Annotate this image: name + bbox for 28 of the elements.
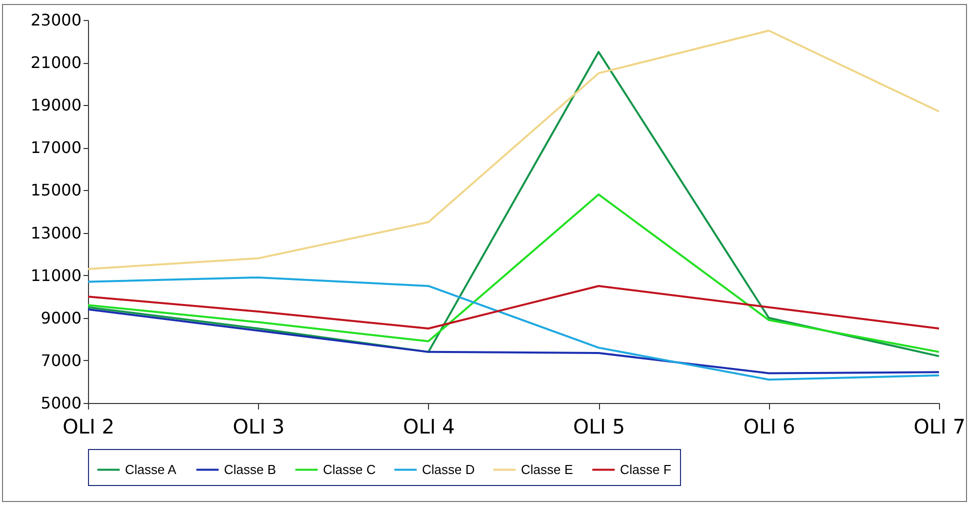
legend-label: Classe A [125, 462, 177, 477]
y-tick-label: 13000 [30, 223, 82, 242]
y-tick-label: 7000 [40, 350, 82, 370]
y-tick-label: 15000 [30, 180, 82, 200]
y-tick-label: 21000 [30, 53, 82, 72]
line-series [87, 193, 940, 353]
legend-label: Classe C [323, 462, 376, 477]
y-tick-label: 5000 [40, 394, 82, 412]
y-tick-label: 17000 [30, 138, 82, 158]
line-series [87, 50, 940, 358]
legend-label: Classe F [620, 462, 672, 477]
y-tick-label: 19000 [30, 96, 82, 115]
x-tick-label: OLI 4 [402, 414, 455, 438]
line-series [87, 308, 940, 374]
legend-label: Classe D [422, 462, 475, 477]
x-tick-label: OLI 6 [743, 414, 796, 438]
line-series [87, 30, 940, 270]
legend-label: Classe B [224, 462, 276, 477]
x-tick-label: OLI 5 [573, 414, 626, 438]
legend-label: Classe E [521, 462, 574, 477]
x-tick-label: OLI 2 [62, 414, 114, 438]
line-series [87, 284, 940, 330]
line-series [87, 276, 940, 381]
x-tick-label: OLI 7 [914, 414, 966, 438]
y-tick-label: 23000 [30, 10, 82, 30]
y-tick-label: 11000 [30, 266, 82, 285]
x-tick-label: OLI 3 [232, 414, 285, 438]
y-tick-label: 9000 [40, 308, 82, 328]
